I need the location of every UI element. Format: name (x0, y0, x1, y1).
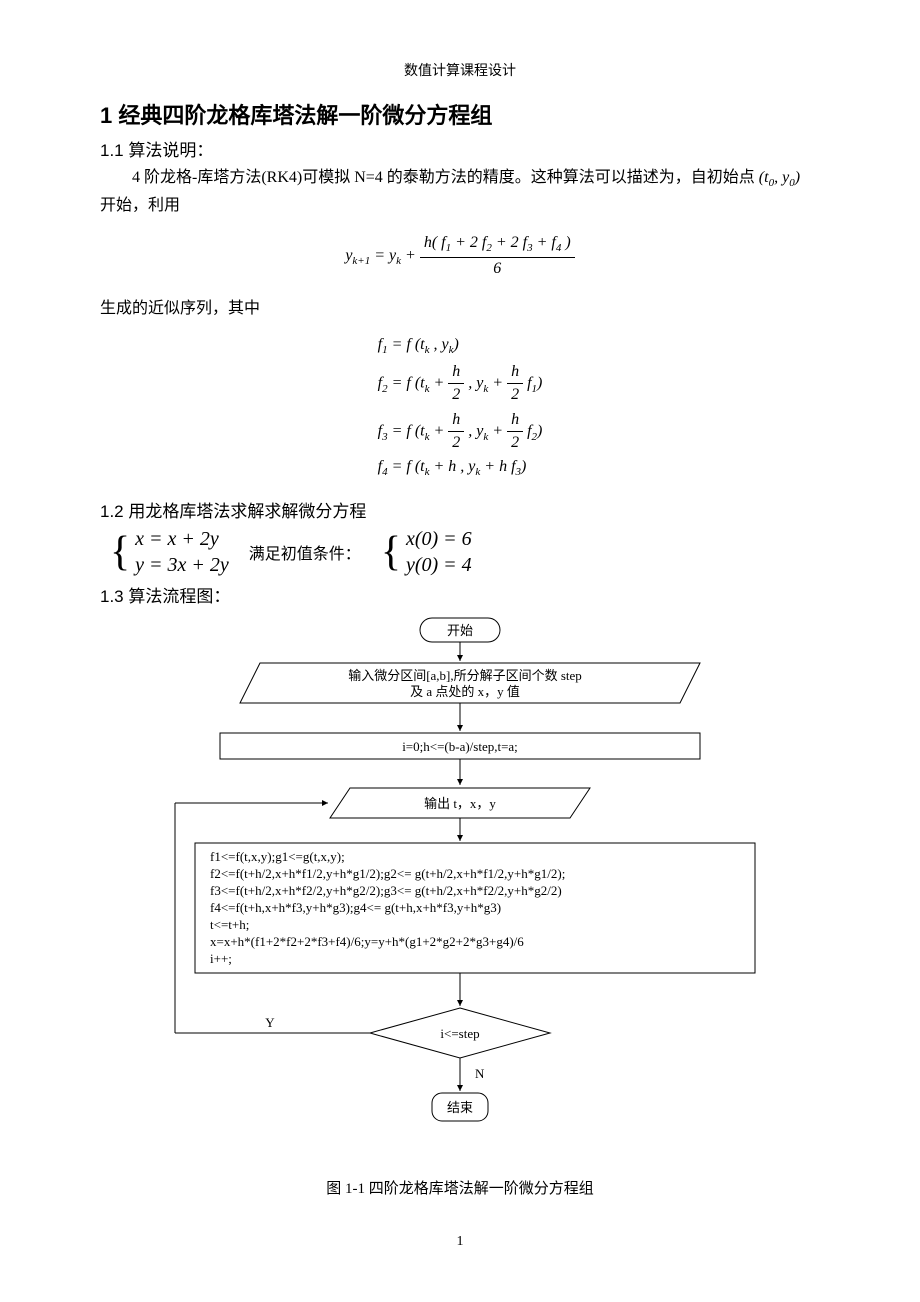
main-formula: yk+1 = yk + h( f1 + 2 f2 + 2 f3 + f4 ) 6 (100, 232, 820, 280)
ode-left-2: y = 3x + 2y (135, 554, 229, 576)
ode-system: { x = x + 2y y = 3x + 2y 满足初值条件： { x(0) … (110, 526, 820, 578)
subsection-1-1-title: 1.1 算法说明： (100, 136, 820, 161)
flowchart-svg: 开始 输入微分区间[a,b],所分解子区间个数 step 及 a 点处的 x，y… (120, 613, 800, 1173)
subsection-1-3-title: 1.3 算法流程图： (100, 582, 820, 607)
fc-no: N (475, 1066, 485, 1081)
fc-proc-l2: f2<=f(t+h/2,x+h*f1/2,y+h*g1/2);g2<= g(t+… (210, 866, 565, 881)
ode-right-1: x(0) = 6 (406, 528, 472, 550)
page-number: 1 (100, 1234, 820, 1250)
fc-input-l1: 输入微分区间[a,b],所分解子区间个数 step (348, 668, 582, 683)
figure-caption: 图 1-1 四阶龙格库塔法解一阶微分方程组 (100, 1177, 820, 1198)
paragraph-2: 生成的近似序列，其中 (100, 294, 820, 318)
ode-left-1: x = x + 2y (135, 528, 219, 550)
fc-init: i=0;h<=(b-a)/step,t=a; (402, 739, 518, 754)
subsection-1-2-title: 1.2 用龙格库塔法求解求解微分方程 (100, 497, 820, 522)
fc-end: 结束 (447, 1100, 473, 1115)
fc-yes: Y (265, 1015, 275, 1030)
fc-start: 开始 (447, 623, 473, 638)
fc-proc-l6: x=x+h*(f1+2*f2+2*f3+f4)/6;y=y+h*(g1+2*g2… (210, 934, 524, 949)
ode-right-2: y(0) = 4 (406, 554, 472, 576)
section-title: 1 经典四阶龙格库塔法解一阶微分方程组 (100, 98, 820, 130)
f-definitions: f1 = f (tk , yk) f2 = f (tk + h2 , yk + … (100, 332, 820, 483)
doc-header: 数值计算课程设计 (100, 60, 820, 80)
fc-proc-l5: t<=t+h; (210, 917, 249, 932)
fc-decision: i<=step (440, 1026, 479, 1041)
fc-proc-l4: f4<=f(t+h,x+h*f3,y+h*g3);g4<= g(t+h,x+h*… (210, 900, 501, 915)
fc-proc-l7: i++; (210, 951, 232, 966)
fc-input-l2: 及 a 点处的 x，y 值 (410, 684, 520, 699)
page: 数值计算课程设计 1 经典四阶龙格库塔法解一阶微分方程组 1.1 算法说明： 4… (0, 0, 920, 1290)
fc-output: 输出 t，x，y (424, 796, 496, 811)
ode-mid-text: 满足初值条件： (249, 540, 361, 564)
fc-proc-l1: f1<=f(t,x,y);g1<=g(t,x,y); (210, 849, 345, 864)
paragraph-1: 4 阶龙格-库塔方法(RK4)可模拟 N=4 的泰勒方法的精度。这种算法可以描述… (100, 165, 820, 218)
flowchart-container: 开始 输入微分区间[a,b],所分解子区间个数 step 及 a 点处的 x，y… (100, 613, 820, 1173)
fc-proc-l3: f3<=f(t+h/2,x+h*f2/2,y+h*g2/2);g3<= g(t+… (210, 883, 562, 898)
